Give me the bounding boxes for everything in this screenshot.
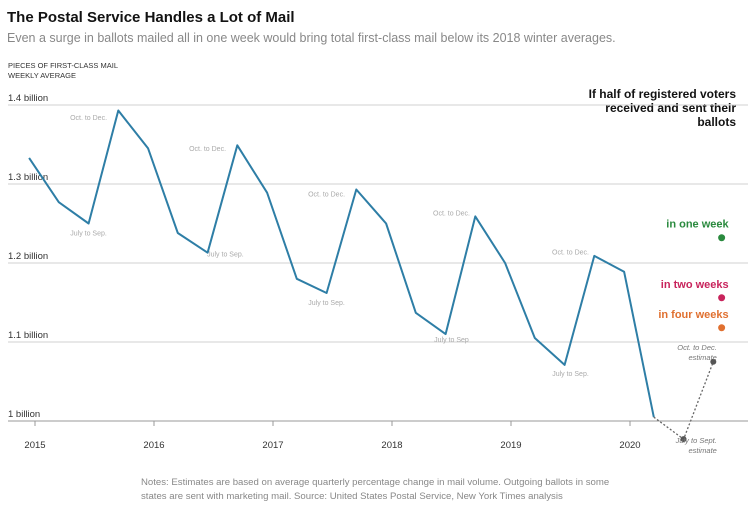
chart-title: The Postal Service Handles a Lot of Mail xyxy=(7,9,295,26)
chart-subtitle: Even a surge in ballots mailed all in on… xyxy=(7,31,616,45)
estimate-point xyxy=(680,436,687,443)
y-tick-label: 1.3 billion xyxy=(8,172,48,183)
estimate-label: estimate xyxy=(689,353,717,362)
estimate-label: July to Sept. xyxy=(675,436,717,445)
scenario-point xyxy=(718,234,726,242)
x-tick-label: 2015 xyxy=(24,440,45,451)
season-annotation: July to Sep xyxy=(434,337,469,344)
y-tick-label: 1.4 billion xyxy=(8,93,48,104)
season-annotation: July to Sep. xyxy=(70,230,107,237)
season-annotation: Oct. to Dec. xyxy=(189,146,226,153)
y-tick-label: 1.1 billion xyxy=(8,330,48,341)
y-axis-label-line-2: WEEKLY AVERAGE xyxy=(8,70,76,80)
x-tick-label: 2016 xyxy=(143,440,164,451)
season-annotation: July to Sep. xyxy=(207,252,244,259)
y-axis-label: PIECES OF FIRST-CLASS MAIL WEEKLY AVERAG… xyxy=(8,61,118,80)
season-annotation: Oct. to Dec. xyxy=(552,249,589,256)
scenario-label: in two weeks xyxy=(661,279,729,291)
season-annotation: Oct. to Dec. xyxy=(308,192,345,199)
season-annotation: July to Sep. xyxy=(552,371,589,378)
series-line-mail-volume xyxy=(28,109,655,418)
chart-notes: Notes: Estimates are based on average qu… xyxy=(141,477,610,502)
x-tick-label: 2019 xyxy=(500,440,521,451)
estimate-label: Oct. to Dec. xyxy=(677,343,717,352)
season-annotation: Oct. to Dec. xyxy=(433,211,470,218)
x-tick-label: 2017 xyxy=(262,440,283,451)
x-tick-label: 2020 xyxy=(619,440,640,451)
scenario-point xyxy=(718,324,726,332)
y-axis-label-line-1: PIECES OF FIRST-CLASS MAIL xyxy=(8,61,119,70)
estimate-point xyxy=(710,358,717,365)
y-tick-label: 1 billion xyxy=(8,409,40,420)
scenario-point xyxy=(718,294,726,302)
x-tick-label: 2018 xyxy=(381,440,402,451)
season-annotation: July to Sep. xyxy=(308,300,345,307)
estimate-label: estimate xyxy=(689,446,717,455)
scenario-label: in four weeks xyxy=(658,309,728,321)
y-tick-label: 1.2 billion xyxy=(8,251,48,262)
scenario-label: in one week xyxy=(666,219,729,231)
estimate-line xyxy=(653,361,714,441)
season-annotation: Oct. to Dec. xyxy=(70,115,107,122)
